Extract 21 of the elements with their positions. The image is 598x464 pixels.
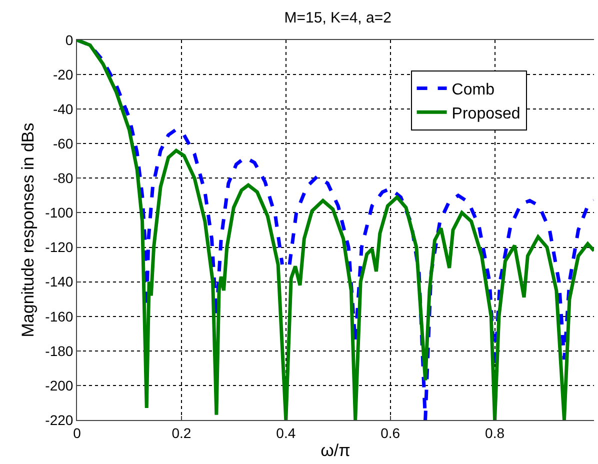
x-tick-label: 0.2 bbox=[172, 424, 192, 441]
y-tick-label: -160 bbox=[45, 308, 74, 324]
y-tick-label: -100 bbox=[45, 204, 74, 221]
y-tick-label: 0 bbox=[65, 32, 74, 48]
y-axis-title: Magnitude responses in dBs bbox=[18, 122, 38, 338]
x-axis-title: ω/π bbox=[320, 441, 350, 460]
x-tick-label: 0.4 bbox=[276, 424, 296, 441]
legend-label: Comb bbox=[452, 82, 495, 99]
legend-label: Proposed bbox=[452, 105, 520, 122]
y-tick-label: -40 bbox=[52, 100, 74, 117]
chart-title: M=15, K=4, a=2 bbox=[284, 10, 392, 26]
y-tick-label: -120 bbox=[45, 239, 74, 256]
y-tick-label: -180 bbox=[45, 342, 74, 359]
y-tick-label: -60 bbox=[52, 136, 74, 152]
x-tick-label: 0.8 bbox=[485, 424, 505, 441]
y-tick-label: -80 bbox=[52, 170, 74, 186]
y-tick-label: -20 bbox=[52, 66, 74, 82]
y-tick-label: -220 bbox=[45, 412, 74, 428]
x-tick-label: 0.6 bbox=[380, 424, 400, 441]
y-tick-label: -140 bbox=[45, 274, 74, 290]
y-tick-label: -200 bbox=[45, 377, 74, 394]
